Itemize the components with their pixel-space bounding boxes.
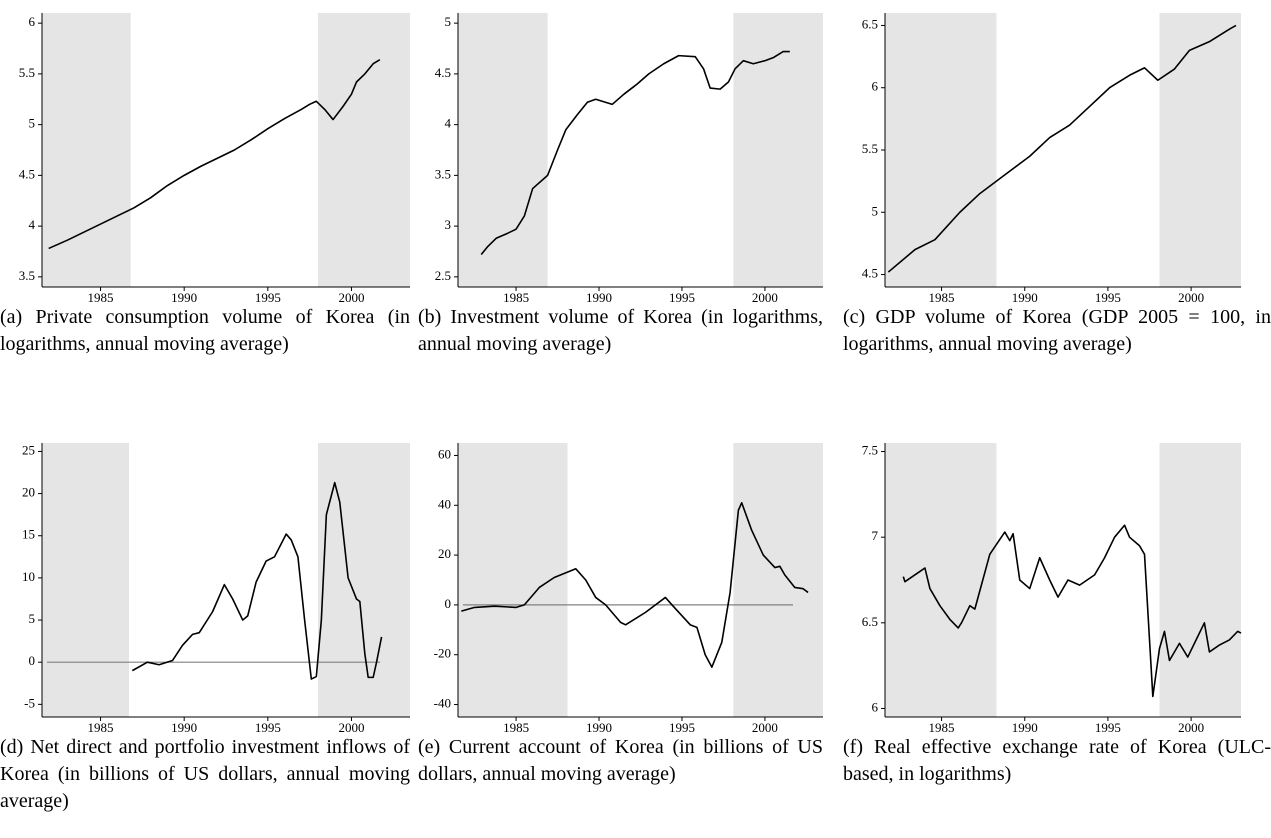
shaded-region xyxy=(885,443,997,717)
caption: (e) Current account of Korea (in billion… xyxy=(418,736,823,785)
y-tick-label: 6 xyxy=(872,79,879,94)
y-tick-label: 5 xyxy=(29,611,36,626)
x-tick-label: 1995 xyxy=(1095,290,1121,305)
y-tick-label: 3 xyxy=(445,217,452,232)
series-line xyxy=(887,24,1237,273)
caption: (f) Real effective exchange rate of Kore… xyxy=(843,736,1271,785)
y-tick-label: 3.5 xyxy=(19,268,35,283)
y-tick-label: 4 xyxy=(29,217,36,232)
y-tick-label: 7.5 xyxy=(862,443,878,458)
y-tick-label: 0 xyxy=(29,653,36,668)
y-tick-label: 3.5 xyxy=(435,166,451,181)
shaded-region xyxy=(318,443,410,717)
x-tick-label: 1995 xyxy=(255,720,281,735)
x-tick-label: 1995 xyxy=(255,290,281,305)
y-tick-label: 5 xyxy=(872,203,879,218)
y-tick-label: 60 xyxy=(438,446,451,461)
x-tick-label: 2000 xyxy=(752,720,778,735)
series-line xyxy=(902,524,1242,698)
y-tick-label: 6 xyxy=(872,699,879,714)
y-tick-label: 10 xyxy=(22,569,35,584)
series-line xyxy=(461,501,809,668)
x-tick-label: 2000 xyxy=(338,290,364,305)
shaded-region xyxy=(885,13,997,287)
shaded-region xyxy=(458,13,548,287)
x-tick-label: 1985 xyxy=(88,720,114,735)
x-tick-label: 1990 xyxy=(171,720,197,735)
x-tick-label: 1995 xyxy=(1095,720,1121,735)
x-tick-label: 2000 xyxy=(1178,720,1204,735)
y-tick-label: 0 xyxy=(445,596,452,611)
shaded-region xyxy=(42,13,131,287)
caption: (c) GDP volume of Korea (GDP 2005 = 100,… xyxy=(843,306,1271,355)
shaded-region xyxy=(733,13,823,287)
series-line xyxy=(131,481,383,680)
y-tick-label: 7 xyxy=(872,528,879,543)
x-tick-label: 1985 xyxy=(929,290,955,305)
y-tick-label: 4 xyxy=(445,116,452,131)
y-tick-label: 4.5 xyxy=(435,65,451,80)
shaded-region xyxy=(1159,13,1241,287)
y-tick-label: 5.5 xyxy=(19,65,35,80)
caption: (a) Private consumption volume of Korea … xyxy=(0,306,410,355)
series-line xyxy=(48,58,381,250)
x-tick-label: 2000 xyxy=(1178,290,1204,305)
y-tick-label: -5 xyxy=(24,695,35,710)
shaded-region xyxy=(1159,443,1241,717)
x-tick-label: 1985 xyxy=(503,720,529,735)
y-tick-label: 20 xyxy=(22,485,35,500)
x-tick-label: 1990 xyxy=(586,290,612,305)
x-tick-label: 1995 xyxy=(669,290,695,305)
y-tick-label: 6.5 xyxy=(862,614,878,629)
y-tick-label: 15 xyxy=(22,527,35,542)
x-tick-label: 1990 xyxy=(1012,720,1038,735)
y-tick-label: 5 xyxy=(445,14,452,29)
shaded-region xyxy=(42,443,129,717)
y-tick-label: 4.5 xyxy=(862,266,878,281)
y-tick-label: 20 xyxy=(438,546,451,561)
x-tick-label: 1990 xyxy=(1012,290,1038,305)
x-tick-label: 1990 xyxy=(586,720,612,735)
caption: (b) Investment volume of Korea (in logar… xyxy=(418,306,823,355)
y-tick-label: -20 xyxy=(434,646,451,661)
series-line xyxy=(480,50,790,256)
y-tick-label: -40 xyxy=(434,696,451,711)
shaded-region xyxy=(733,443,823,717)
y-tick-label: 5 xyxy=(29,116,36,131)
caption: (d) Net direct and portfolio investment … xyxy=(0,736,410,812)
x-tick-label: 2000 xyxy=(338,720,364,735)
y-tick-label: 6.5 xyxy=(862,16,878,31)
y-tick-label: 40 xyxy=(438,496,451,511)
y-tick-label: 5.5 xyxy=(862,141,878,156)
x-tick-label: 1985 xyxy=(929,720,955,735)
x-tick-label: 1985 xyxy=(503,290,529,305)
y-tick-label: 25 xyxy=(22,442,35,457)
y-tick-label: 2.5 xyxy=(435,268,451,283)
shaded-region xyxy=(318,13,410,287)
y-tick-label: 4.5 xyxy=(19,166,35,181)
y-tick-label: 6 xyxy=(29,14,36,29)
x-tick-label: 1990 xyxy=(171,290,197,305)
x-tick-label: 1995 xyxy=(669,720,695,735)
x-tick-label: 2000 xyxy=(752,290,778,305)
x-tick-label: 1985 xyxy=(88,290,114,305)
